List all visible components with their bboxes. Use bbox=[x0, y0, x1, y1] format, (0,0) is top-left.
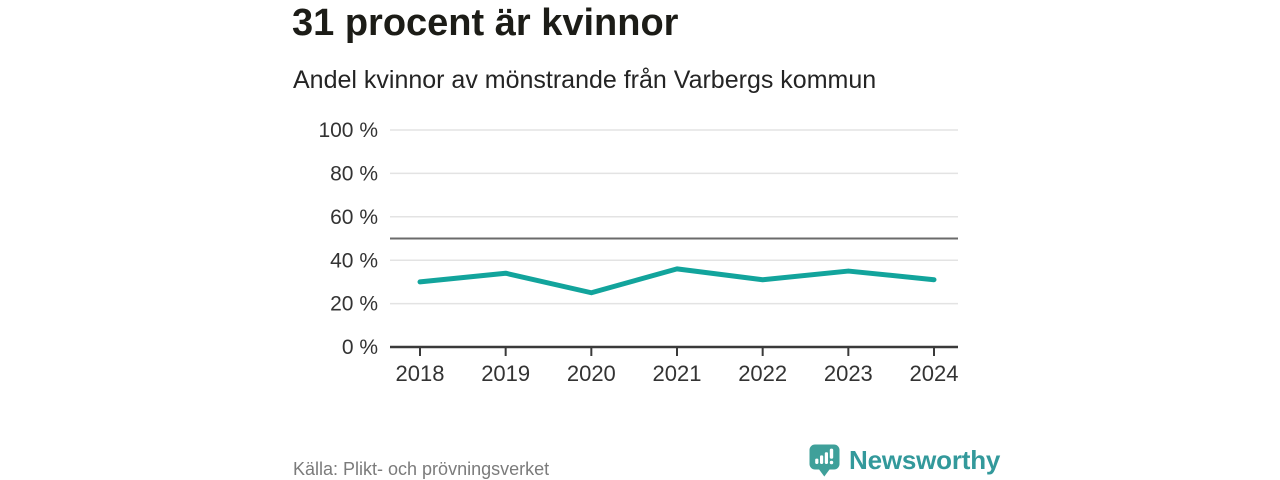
brand-name: Newsworthy bbox=[849, 445, 1001, 475]
source-note: Källa: Plikt- och prövningsverket bbox=[293, 459, 550, 479]
brand-logo: Newsworthy bbox=[809, 443, 1000, 477]
y-axis-tick-label: 20 % bbox=[330, 293, 378, 316]
x-axis-tick-label: 2019 bbox=[481, 361, 530, 386]
x-axis-tick-label: 2020 bbox=[567, 361, 616, 386]
x-axis-tick-label: 2018 bbox=[396, 361, 445, 386]
speech-bubble-shape bbox=[809, 444, 840, 476]
chart-subtitle: Andel kvinnor av mönstrande från Varberg… bbox=[293, 66, 877, 94]
x-axis-tick-label: 2023 bbox=[824, 361, 873, 386]
data-line bbox=[417, 266, 937, 296]
newsworthy-logo-icon bbox=[809, 444, 840, 476]
y-axis-tick-label: 100 % bbox=[318, 119, 378, 142]
bar-chart-glyph bbox=[815, 448, 834, 464]
y-axis-tick-label: 0 % bbox=[342, 336, 378, 359]
y-axis-tick-label: 40 % bbox=[330, 249, 378, 272]
page-title: 31 procent är kvinnor bbox=[292, 2, 679, 44]
y-axis-tick-label: 60 % bbox=[330, 206, 378, 229]
x-axis-tick-label: 2024 bbox=[910, 361, 959, 386]
y-axis-tick-label: 80 % bbox=[330, 163, 378, 186]
x-axis-tick-label: 2021 bbox=[653, 361, 702, 386]
x-axis-tick-label: 2022 bbox=[738, 361, 787, 386]
